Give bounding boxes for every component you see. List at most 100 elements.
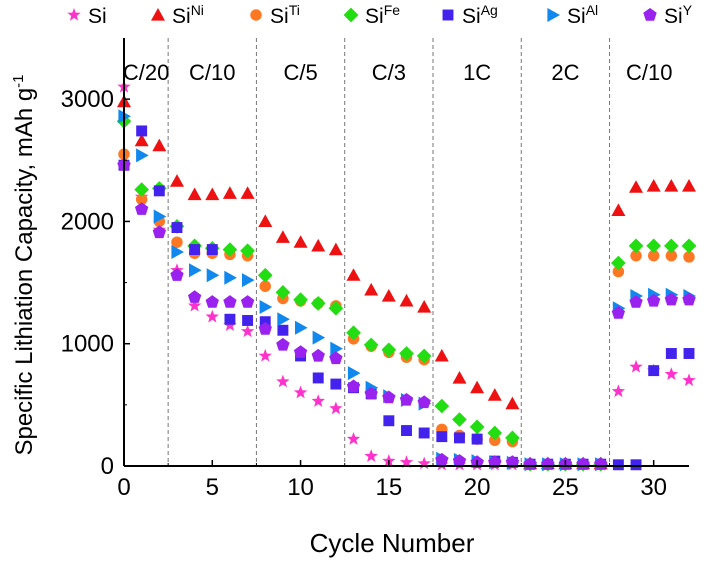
data-point [293,385,308,399]
data-point [488,455,502,468]
legend-marker [442,9,454,21]
series-2 [118,148,695,470]
legend-label-sup: Ag [481,2,498,18]
data-point [310,296,326,311]
legend-label-base: Si [462,5,481,28]
data-point [189,244,201,256]
data-point [134,133,149,147]
data-point [242,315,254,326]
data-point [240,324,255,338]
legend: Si SiNi SiTi SiFe SiAg SiAl SiY [67,2,693,28]
x-tick-label: 15 [375,474,402,501]
data-point [222,242,238,257]
data-point [328,242,343,256]
rate-dividers [167,38,611,466]
data-point [258,214,273,227]
legend-label: SiAl [567,2,598,28]
data-point [611,255,626,271]
data-point [364,449,378,462]
legend-label-base: Si [567,5,586,28]
data-point [664,292,678,306]
data-point [487,388,502,401]
data-point [399,346,414,361]
data-point [611,203,626,216]
data-point [152,225,166,239]
rate-region-label: C/10 [189,60,235,85]
legend-label-sup: Ni [191,2,204,18]
data-point [135,193,148,206]
data-point [330,341,343,356]
data-point [382,390,396,404]
data-point [136,125,148,137]
legend-entry: SiAl [547,2,598,28]
x-tick-label: 30 [640,474,667,501]
data-point [630,249,642,262]
data-point [383,415,395,427]
data-point [452,454,467,467]
legend-label: SiAg [462,2,498,28]
data-point [329,401,343,415]
data-point [170,268,184,281]
data-point [346,325,361,341]
data-point [665,348,677,359]
data-point [469,419,485,435]
data-point [170,174,184,187]
data-point [346,379,361,393]
data-point [311,348,325,362]
data-point [648,365,660,377]
rate-region-label: 1C [463,60,491,85]
data-point [401,425,412,436]
data-point [505,455,520,468]
legend-label-sup: Fe [384,2,401,18]
data-point [312,372,324,384]
legend-marker [67,8,81,21]
data-point [171,236,183,248]
x-axis-label: Cycle Number [310,528,475,558]
x-tick-label: 5 [206,474,219,501]
data-point [293,235,308,248]
data-point [259,280,271,292]
data-point [240,243,255,259]
data-point [646,238,661,254]
rate-region-label: C/10 [626,60,672,85]
legend-entry: SiFe [343,2,401,28]
data-point [153,185,165,197]
data-point [275,285,291,300]
x-tick-label: 20 [464,474,491,501]
series-0 [117,79,696,471]
data-point [224,313,236,325]
data-point [295,320,308,335]
data-point [454,432,465,444]
rate-region-label: 2C [551,60,579,85]
data-point [222,186,237,199]
data-point [434,348,449,362]
x-tick-label: 25 [552,474,579,501]
data-point [417,395,431,409]
y-axis-label-sup: -1 [10,74,27,87]
data-point [471,433,483,445]
data-point [399,455,414,468]
data-point [311,238,326,252]
data-point [242,273,255,288]
legend-label: SiNi [172,2,204,28]
data-point [328,300,344,316]
data-point [664,179,679,192]
data-point [171,245,184,259]
rate-region-label: C/3 [372,60,406,85]
data-point [206,268,220,283]
data-point [189,263,202,278]
data-point [417,456,431,470]
x-axis-ticks: 0 5 10 15 20 25 30 [117,460,667,501]
data-point [664,367,678,380]
data-point [259,316,271,328]
data-point [683,348,695,359]
legend-entry: SiTi [250,2,300,28]
data-point [630,459,642,471]
data-point [681,238,697,254]
data-point [276,374,290,388]
data-point [612,459,624,471]
data-point [153,209,167,224]
data-point [364,386,378,400]
legend-marker [343,7,359,23]
data-point [505,430,520,446]
